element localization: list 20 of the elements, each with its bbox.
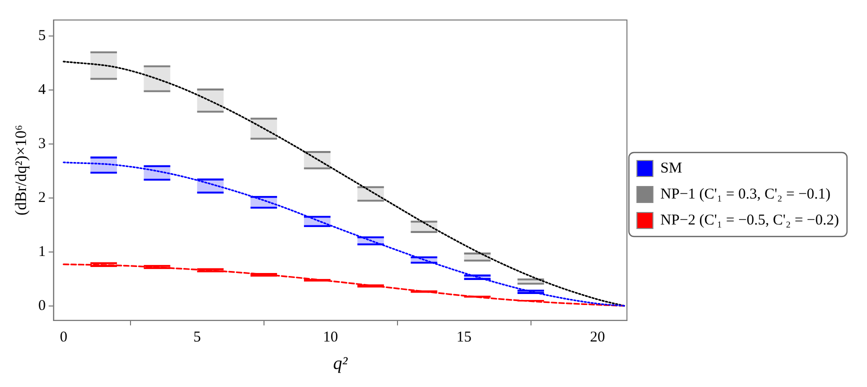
line-series — [62, 162, 626, 307]
x-tick-label: 20 — [590, 329, 606, 346]
y-axis-title: (dBr/dq²)×10⁶ — [12, 124, 30, 216]
bar — [517, 278, 544, 285]
y-tick-label: 1 — [38, 244, 46, 260]
bar — [410, 256, 438, 264]
y-tick-label: 2 — [38, 190, 46, 206]
x-axis-title: q² — [333, 352, 348, 373]
legend-label: SM — [660, 160, 682, 176]
x-tick-label: 10 — [323, 329, 338, 346]
line-series — [62, 60, 626, 307]
x-tick-label: 5 — [193, 329, 201, 346]
legend-label: NP−1 (C'₁ = 0.3, C'₂ = −0.1) — [660, 186, 831, 202]
legend-label: NP−2 (C'₁ = −0.5, C'₂ = −0.2) — [660, 212, 840, 228]
y-tick-label: 0 — [38, 298, 46, 314]
x-tick-label: 15 — [456, 329, 472, 346]
y-tick-label: 4 — [38, 82, 46, 98]
y-tick-label: 5 — [38, 28, 46, 44]
y-tick-label: 3 — [38, 136, 46, 152]
x-tick-label: 0 — [60, 329, 68, 346]
